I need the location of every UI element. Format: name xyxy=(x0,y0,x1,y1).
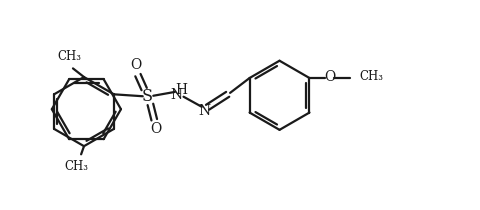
Text: S: S xyxy=(142,88,153,105)
Text: N: N xyxy=(198,104,210,118)
Text: H: H xyxy=(175,83,187,97)
Text: CH₃: CH₃ xyxy=(64,160,88,173)
Text: N: N xyxy=(170,88,182,102)
Text: O: O xyxy=(324,70,335,84)
Text: O: O xyxy=(151,122,162,136)
Text: CH₃: CH₃ xyxy=(360,70,384,83)
Text: CH₃: CH₃ xyxy=(58,50,82,63)
Text: O: O xyxy=(130,58,141,72)
